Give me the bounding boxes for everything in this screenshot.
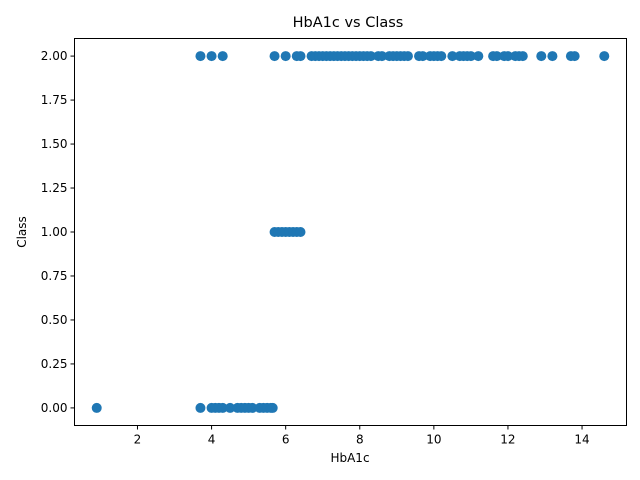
y-tick-label: 1.50 (41, 137, 68, 151)
y-tick-label: 0.00 (41, 401, 68, 415)
data-point (517, 51, 528, 62)
data-point (91, 402, 102, 413)
y-tick-label: 0.25 (41, 357, 68, 371)
data-point (417, 51, 428, 62)
data-point (267, 402, 278, 413)
y-tick-label: 1.75 (41, 93, 68, 107)
data-point (195, 51, 206, 62)
data-point (365, 51, 376, 62)
chart-title: HbA1c vs Class (293, 15, 404, 31)
data-point (436, 51, 447, 62)
data-point (599, 51, 610, 62)
y-axis-ticks: 0.00 0.25 0.50 0.75 1.00 1.25 1.50 1.75 2.00 (41, 49, 75, 415)
data-point (217, 402, 228, 413)
x-tick-label: 6 (282, 433, 290, 447)
data-point (247, 402, 258, 413)
data-point (217, 51, 228, 62)
x-tick-label: 14 (574, 433, 589, 447)
plot-frame (74, 38, 627, 426)
data-point (269, 51, 280, 62)
data-point (225, 402, 236, 413)
y-tick-label: 1.00 (41, 225, 68, 239)
x-axis-ticks: 2 4 6 8 10 12 14 (134, 425, 590, 447)
y-tick-label: 0.75 (41, 269, 68, 283)
data-point (206, 51, 217, 62)
y-tick-label: 2.00 (41, 49, 68, 63)
data-point (569, 51, 580, 62)
y-tick-label: 1.25 (41, 181, 68, 195)
data-point (465, 51, 476, 62)
data-point (473, 51, 484, 62)
data-point (402, 51, 413, 62)
data-point (536, 51, 547, 62)
data-point (195, 402, 206, 413)
points-group (91, 51, 610, 413)
data-point (280, 51, 291, 62)
data-point (295, 227, 306, 237)
x-tick-label: 8 (356, 433, 364, 447)
data-point (376, 51, 387, 62)
data-point (491, 51, 502, 62)
y-axis-label: Class (15, 216, 29, 248)
x-tick-label: 4 (208, 433, 216, 447)
x-tick-label: 10 (426, 433, 441, 447)
x-tick-label: 2 (134, 433, 142, 447)
y-tick-label: 0.50 (41, 313, 68, 327)
data-point (447, 51, 458, 62)
data-point (502, 51, 513, 62)
x-tick-label: 12 (500, 433, 515, 447)
data-point (295, 51, 306, 62)
data-point (547, 51, 558, 62)
x-axis-label: HbA1c (330, 451, 369, 465)
